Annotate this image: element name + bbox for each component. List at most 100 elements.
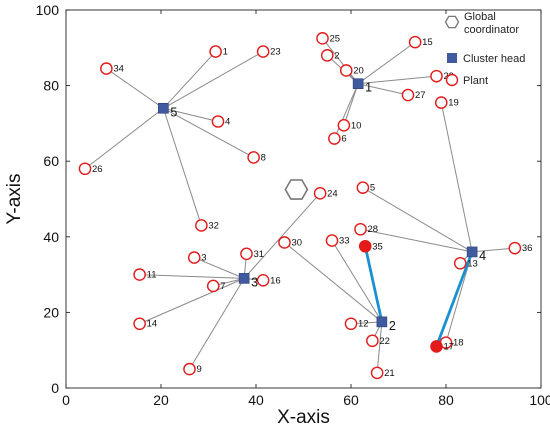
plant-label: 10 (351, 120, 362, 131)
coordinator-marker (284, 179, 309, 200)
plant-label: 19 (448, 98, 459, 109)
plant-link (343, 83, 359, 126)
plant-marker (366, 334, 379, 348)
plant-label: 8 (261, 152, 266, 163)
plant-marker (183, 362, 196, 376)
plant-marker (356, 181, 370, 194)
plant-label: 34 (113, 64, 124, 75)
x-tick-label: 60 (343, 392, 359, 408)
cluster-head-marker (352, 78, 364, 90)
highlight-link (363, 245, 384, 323)
x-tick-label: 100 (529, 392, 550, 408)
plant-marker (206, 279, 220, 293)
plant-link (358, 75, 437, 85)
plant-marker (240, 247, 253, 261)
plant-label: 33 (339, 236, 350, 247)
plant-marker (344, 317, 358, 331)
plant-link (163, 51, 264, 109)
plant-label: 16 (270, 275, 281, 286)
plant-marker (430, 340, 443, 353)
plant-link (333, 83, 359, 139)
plant-link (322, 38, 359, 85)
plant-label: 21 (384, 368, 395, 379)
plant-link (358, 83, 409, 96)
x-axis-title: X-axis (277, 407, 330, 428)
plant-label: 1 (223, 47, 228, 58)
plant-marker (278, 236, 291, 249)
plant-link (189, 278, 245, 370)
plant-marker (370, 366, 384, 380)
plant-link (162, 108, 202, 226)
legend-plant-icon (445, 73, 459, 87)
plants-layer: 1233448263225220152927106192452836131817… (78, 32, 532, 380)
plot-frame (65, 9, 542, 389)
plant-label: 18 (453, 338, 464, 349)
plant-marker (339, 64, 353, 77)
x-tick-label: 40 (248, 392, 264, 408)
plant-label: 4 (225, 117, 230, 128)
plant-marker (195, 219, 208, 232)
legend-head-icon (447, 53, 457, 63)
x-tick-label: 20 (153, 392, 169, 408)
y-tick-label: 40 (43, 229, 59, 245)
plant-label: 9 (197, 364, 202, 375)
plant-link (139, 277, 245, 325)
plant-link (472, 247, 515, 253)
y-tick-label: 0 (51, 380, 59, 396)
plant-marker (358, 239, 372, 253)
cluster-head-marker (376, 316, 388, 328)
plant-label: 20 (353, 65, 364, 76)
x-tick-label: 80 (438, 392, 454, 408)
plant-marker (247, 151, 260, 164)
plant-label: 13 (467, 258, 478, 269)
plant-marker (209, 45, 222, 58)
cluster-head-label: 5 (170, 105, 177, 119)
plant-label: 17 (444, 341, 455, 352)
plant-label: 28 (368, 224, 379, 235)
plant-link (440, 102, 473, 253)
plant-marker (187, 251, 201, 264)
plant-marker (316, 32, 329, 45)
legend-coordinator-label: coordinator (464, 24, 519, 36)
plant-link (284, 242, 383, 323)
plant-link (163, 107, 219, 122)
plant-label: 15 (422, 37, 433, 48)
cluster-head-label: 1 (365, 81, 372, 95)
cluster-head-label: 4 (479, 249, 486, 263)
plant-label: 31 (254, 249, 265, 260)
cluster-head-label: 3 (251, 275, 258, 289)
plant-link (139, 274, 245, 279)
legend-coordinator-label: Global (464, 11, 496, 23)
plant-marker (328, 132, 341, 145)
plant-label: 14 (147, 319, 158, 330)
plant-marker (337, 118, 351, 132)
plant-label: 24 (327, 188, 338, 199)
plant-link (243, 192, 321, 279)
plant-label: 3 (201, 253, 206, 264)
plant-marker (325, 234, 339, 247)
plant-marker (133, 317, 146, 331)
y-tick-label: 100 (36, 2, 60, 18)
plant-label: 11 (147, 270, 157, 281)
cluster-head-marker (466, 246, 478, 258)
plant-label: 35 (372, 241, 383, 252)
plant-marker (434, 96, 448, 109)
coordinator-layer (284, 179, 309, 200)
plant-label: 32 (208, 220, 219, 231)
plant-link (106, 68, 164, 109)
plant-marker (100, 62, 113, 75)
plant-label: 25 (330, 33, 341, 44)
plant-link (357, 41, 416, 85)
plant-marker (453, 256, 467, 270)
plant-marker (508, 241, 522, 255)
plant-label: 23 (270, 47, 281, 58)
plant-link (194, 257, 245, 279)
plant-marker (211, 115, 225, 128)
plant-link (163, 51, 216, 109)
plant-link (362, 187, 473, 253)
plant-marker (408, 35, 422, 49)
plant-marker (401, 88, 415, 102)
